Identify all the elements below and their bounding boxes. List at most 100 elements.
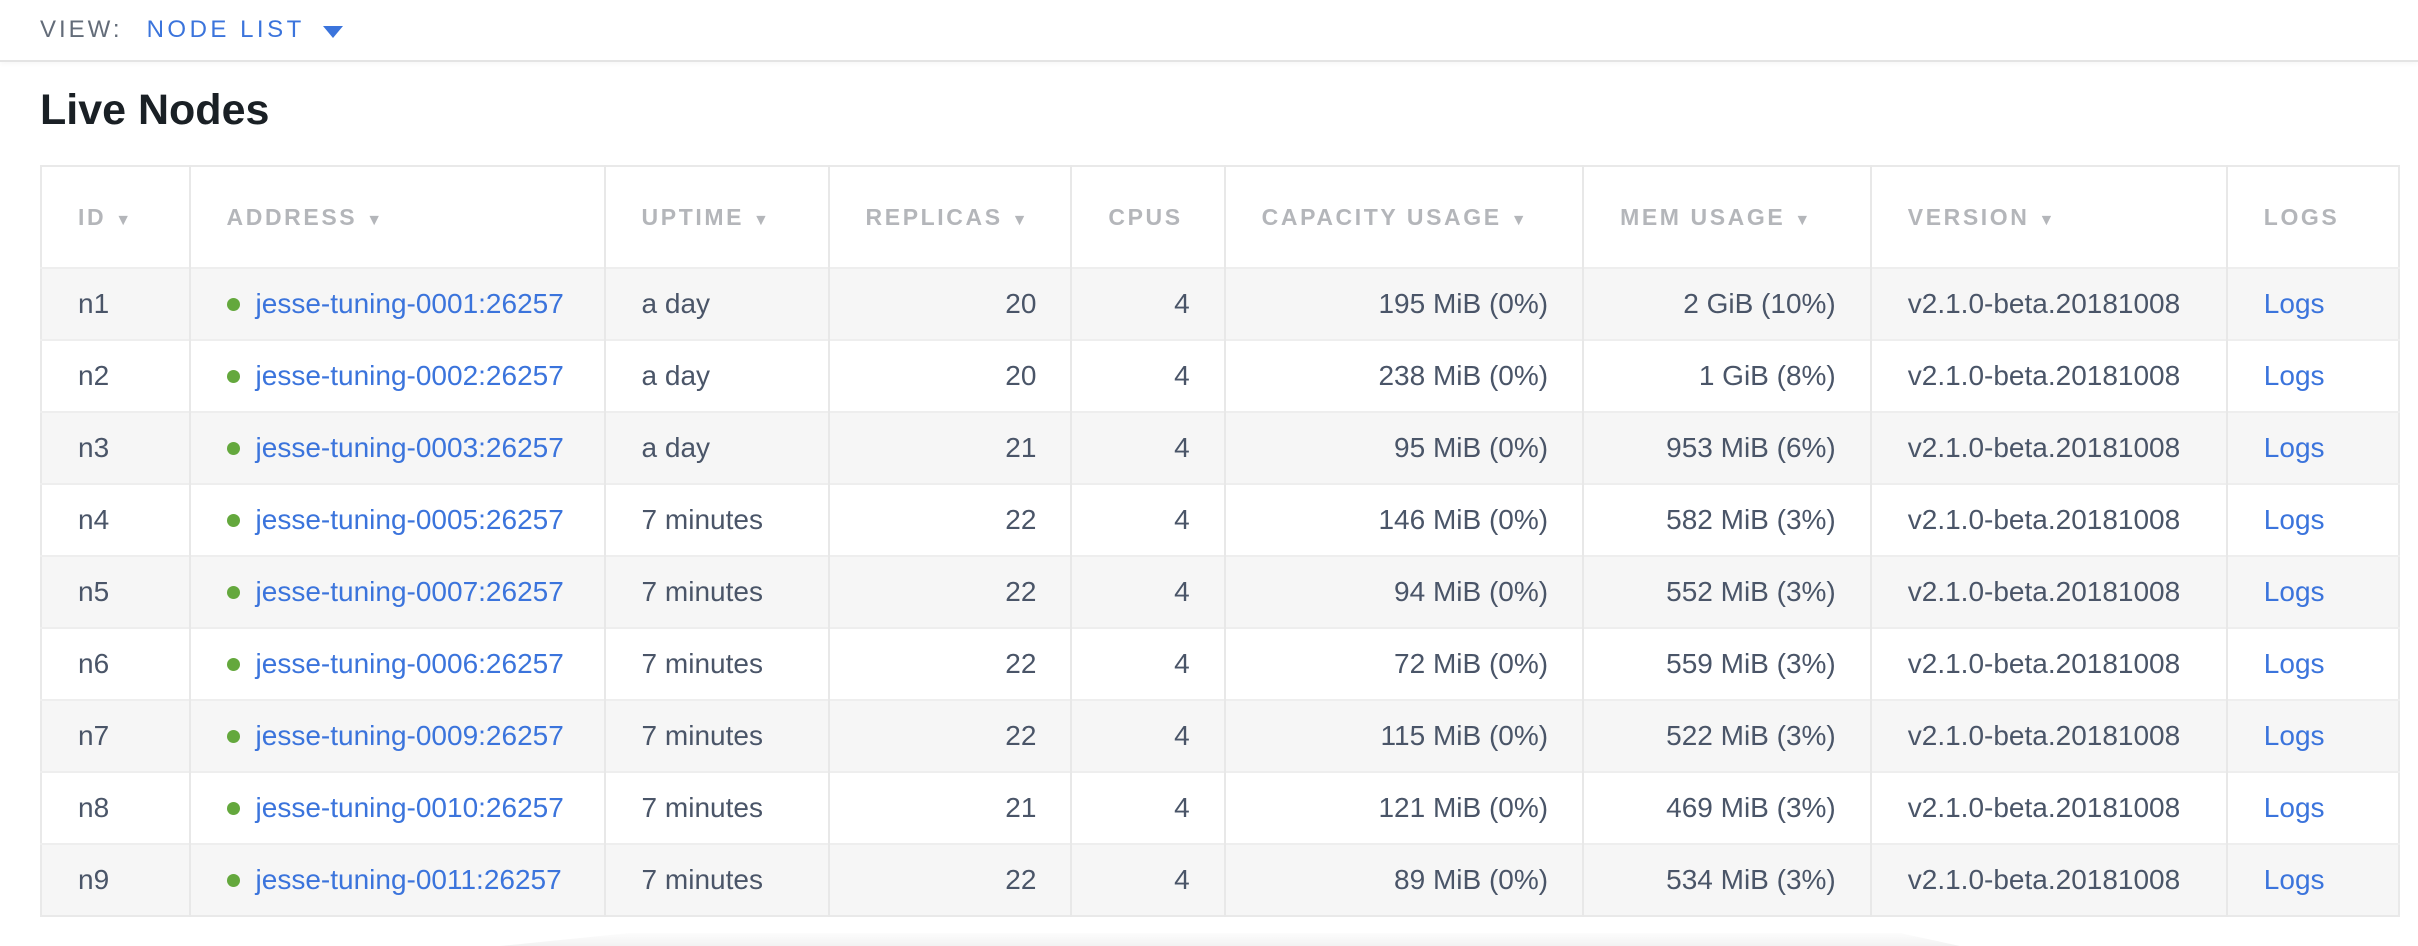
green-dot-icon	[226, 514, 240, 528]
node-cpus-cell: 4	[1070, 340, 1225, 413]
node-id-cell: n5	[41, 556, 190, 628]
node-mem-usage-cell: 534 MiB (3%)	[1582, 844, 1871, 917]
node-id-cell: n2	[41, 340, 190, 412]
node-id: n6	[78, 648, 110, 680]
table-row-n9: n9 jesse-tuning-0011:26257 7 minutes 22 …	[41, 844, 2399, 917]
node-capacity-usage-cell: 238 MiB (0%)	[1223, 340, 1584, 413]
table-row-n4: n4 jesse-tuning-0005:26257 7 minutes 22 …	[41, 484, 2399, 557]
node-id: n4	[78, 504, 110, 536]
table-row-n3: n3 jesse-tuning-0003:26257 a day 21 4 95…	[41, 412, 2399, 485]
node-address-link[interactable]: jesse-tuning-0005:26257	[255, 504, 564, 536]
green-dot-icon	[226, 730, 240, 744]
node-version-cell: v2.1.0-beta.20181008	[1869, 628, 2227, 701]
node-replicas-cell: 22	[827, 844, 1072, 917]
node-logs-cell: Logs	[2225, 340, 2399, 413]
node-uptime-cell: 7 minutes	[603, 628, 829, 701]
node-capacity-usage-cell: 146 MiB (0%)	[1223, 484, 1584, 557]
node-capacity-usage-cell: 195 MiB (0%)	[1223, 268, 1584, 341]
node-address-cell: jesse-tuning-0003:26257	[188, 412, 605, 485]
logs-link[interactable]: Logs	[2263, 720, 2325, 752]
view-select-dropdown[interactable]: NODE LIST	[147, 16, 343, 44]
node-address-link[interactable]: jesse-tuning-0006:26257	[255, 648, 564, 680]
node-id: n2	[78, 360, 110, 392]
table-row-n2: n2 jesse-tuning-0002:26257 a day 20 4 23…	[41, 340, 2399, 413]
node-replicas-cell: 20	[827, 268, 1072, 341]
column-header-uptime[interactable]: UPTIME ▼	[603, 166, 829, 269]
column-header-label: LOGS	[2263, 203, 2340, 230]
node-capacity-usage-cell: 115 MiB (0%)	[1223, 700, 1584, 773]
node-version-cell: v2.1.0-beta.20181008	[1869, 484, 2227, 557]
column-header-label: VERSION	[1907, 203, 2030, 230]
table-body: n1 jesse-tuning-0001:26257 a day 20 4 19…	[41, 268, 2399, 917]
node-mem-usage-cell: 1 GiB (8%)	[1582, 340, 1871, 413]
column-header-label: ID	[78, 203, 107, 230]
sort-caret-down-icon: ▼	[366, 211, 385, 229]
node-cpus-cell: 4	[1070, 844, 1225, 917]
node-id: n9	[78, 864, 110, 896]
table-row-n7: n7 jesse-tuning-0009:26257 7 minutes 22 …	[41, 700, 2399, 773]
sort-caret-down-icon: ▼	[1011, 211, 1031, 229]
live-nodes-table: ID▼ ADDRESS▼ UPTIME▼ REPLICAS▼ CPUS▼ CAP…	[40, 165, 2400, 918]
node-replicas-cell: 21	[827, 772, 1072, 845]
logs-link[interactable]: Logs	[2263, 288, 2325, 320]
logs-link[interactable]: Logs	[2263, 504, 2325, 536]
node-address-link[interactable]: jesse-tuning-0009:26257	[255, 720, 564, 752]
node-uptime-cell: a day	[603, 268, 829, 341]
node-logs-cell: Logs	[2225, 844, 2399, 917]
column-header-id[interactable]: ID ▼	[41, 166, 190, 268]
node-version-cell: v2.1.0-beta.20181008	[1869, 772, 2227, 845]
green-dot-icon	[226, 802, 240, 816]
node-address-cell: jesse-tuning-0010:26257	[188, 772, 605, 845]
logs-link[interactable]: Logs	[2263, 576, 2325, 608]
node-replicas-cell: 22	[827, 556, 1072, 629]
column-header-version[interactable]: VERSION ▼	[1869, 166, 2227, 269]
node-capacity-usage-cell: 94 MiB (0%)	[1223, 556, 1584, 629]
logs-link[interactable]: Logs	[2263, 648, 2325, 680]
node-logs-cell: Logs	[2225, 628, 2399, 701]
node-address-link[interactable]: jesse-tuning-0003:26257	[255, 432, 564, 464]
node-logs-cell: Logs	[2225, 700, 2399, 773]
node-id: n7	[78, 720, 110, 752]
node-logs-cell: Logs	[2225, 268, 2399, 341]
column-header-capacity-usage[interactable]: CAPACITY USAGE ▼	[1223, 166, 1584, 269]
logs-link[interactable]: Logs	[2263, 432, 2325, 464]
column-header-label: REPLICAS	[865, 203, 1003, 230]
node-mem-usage-cell: 559 MiB (3%)	[1582, 628, 1871, 701]
node-mem-usage-cell: 522 MiB (3%)	[1582, 700, 1871, 773]
node-mem-usage-cell: 582 MiB (3%)	[1582, 484, 1871, 557]
column-header-logs: LOGS▼	[2225, 166, 2399, 269]
node-cpus-cell: 4	[1070, 268, 1225, 341]
column-header-address[interactable]: ADDRESS ▼	[188, 166, 605, 269]
node-id-cell: n7	[41, 700, 190, 772]
node-capacity-usage-cell: 89 MiB (0%)	[1223, 844, 1584, 917]
node-replicas-cell: 22	[827, 700, 1072, 773]
node-address-link[interactable]: jesse-tuning-0007:26257	[255, 576, 564, 608]
node-version-cell: v2.1.0-beta.20181008	[1869, 268, 2227, 341]
logs-link[interactable]: Logs	[2263, 792, 2325, 824]
node-capacity-usage-cell: 72 MiB (0%)	[1223, 628, 1584, 701]
sort-caret-down-icon: ▼	[1794, 211, 1813, 229]
node-address-link[interactable]: jesse-tuning-0001:26257	[255, 288, 564, 320]
logs-link[interactable]: Logs	[2263, 360, 2325, 392]
node-logs-cell: Logs	[2225, 412, 2399, 485]
column-header-mem-usage[interactable]: MEM USAGE ▼	[1582, 166, 1871, 269]
logs-link[interactable]: Logs	[2263, 864, 2325, 896]
node-mem-usage-cell: 552 MiB (3%)	[1582, 556, 1871, 629]
view-select-value: NODE LIST	[146, 16, 305, 43]
node-address-cell: jesse-tuning-0001:26257	[188, 268, 605, 341]
column-header-label: ADDRESS	[226, 203, 358, 230]
node-address-link[interactable]: jesse-tuning-0002:26257	[255, 360, 564, 392]
green-dot-icon	[226, 586, 240, 600]
node-replicas-cell: 22	[827, 484, 1072, 557]
node-version-cell: v2.1.0-beta.20181008	[1869, 556, 2227, 629]
table-row-n6: n6 jesse-tuning-0006:26257 7 minutes 22 …	[41, 628, 2399, 701]
table-row-n8: n8 jesse-tuning-0010:26257 7 minutes 21 …	[41, 772, 2399, 845]
view-label: VIEW:	[40, 16, 123, 43]
column-header-replicas[interactable]: REPLICAS ▼	[827, 166, 1072, 269]
node-uptime-cell: a day	[603, 412, 829, 485]
node-address-link[interactable]: jesse-tuning-0010:26257	[255, 792, 564, 824]
node-id: n1	[78, 288, 110, 320]
node-address-link[interactable]: jesse-tuning-0011:26257	[255, 864, 562, 896]
green-dot-icon	[226, 298, 240, 312]
view-bar: VIEW: NODE LIST	[0, 0, 2418, 62]
